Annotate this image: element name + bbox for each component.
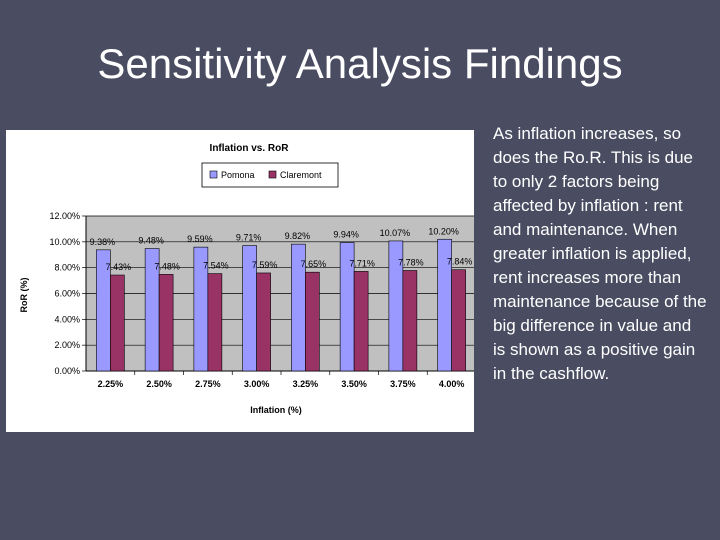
data-label-claremont: 7.54%: [203, 261, 229, 271]
bar-claremont: [451, 269, 466, 372]
y-tick-label: 0.00%: [54, 366, 80, 376]
data-label-pomona: 9.38%: [90, 237, 116, 247]
legend-label-pomona: Pomona: [221, 170, 255, 180]
data-label-claremont: 7.43%: [106, 262, 132, 272]
inflation-ror-bar-chart: Inflation vs. RoR Pomona Claremont 0.00%…: [19, 143, 474, 415]
data-label-claremont: 7.84%: [447, 257, 473, 267]
bar-claremont: [353, 271, 369, 372]
data-label-pomona: 10.07%: [380, 228, 411, 238]
y-tick-label: 6.00%: [54, 289, 80, 299]
data-label-pomona: 9.59%: [187, 234, 213, 244]
x-tick-label: 2.25%: [98, 379, 124, 389]
data-label-pomona: 9.71%: [236, 233, 262, 243]
data-label-pomona: 9.94%: [333, 230, 359, 240]
x-tick-label: 2.50%: [146, 379, 172, 389]
y-tick-label: 8.00%: [54, 263, 80, 273]
bar-claremont: [305, 271, 320, 372]
data-label-claremont: 7.59%: [252, 260, 278, 270]
bar-claremont: [110, 274, 125, 372]
y-tick-label: 4.00%: [54, 314, 80, 324]
bar-claremont: [207, 273, 223, 372]
bar-claremont: [158, 274, 174, 372]
x-tick-label: 3.00%: [244, 379, 270, 389]
chart-container: Inflation vs. RoR Pomona Claremont 0.00%…: [6, 130, 474, 432]
legend-label-claremont: Claremont: [280, 170, 322, 180]
x-tick-label: 3.25%: [293, 379, 319, 389]
data-label-claremont: 7.48%: [154, 261, 180, 271]
slide-title: Sensitivity Analysis Findings: [97, 40, 623, 87]
x-tick-label: 4.00%: [439, 379, 465, 389]
x-tick-label: 3.50%: [341, 379, 367, 389]
data-label-pomona: 9.48%: [138, 236, 164, 246]
legend-swatch-pomona: [209, 170, 218, 179]
x-tick-label: 2.75%: [195, 379, 221, 389]
y-tick-label: 10.00%: [49, 237, 80, 247]
data-label-claremont: 7.65%: [301, 259, 327, 269]
data-label-claremont: 7.78%: [398, 258, 424, 268]
x-tick-label: 3.75%: [390, 379, 416, 389]
chart-title: Inflation vs. RoR: [210, 143, 290, 154]
data-label-pomona: 10.20%: [428, 226, 459, 236]
y-axis-label: RoR (%): [19, 278, 29, 313]
slide-body-text: As inflation increases, so does the Ro.R…: [493, 124, 707, 383]
bar-claremont: [402, 270, 418, 372]
y-tick-label: 2.00%: [54, 340, 80, 350]
legend-swatch-claremont: [268, 170, 277, 179]
y-tick-label: 12.00%: [49, 211, 80, 221]
x-axis-label: Inflation (%): [250, 405, 302, 415]
bar-claremont: [256, 272, 271, 372]
data-label-claremont: 7.71%: [349, 258, 375, 268]
data-label-pomona: 9.82%: [285, 231, 311, 241]
